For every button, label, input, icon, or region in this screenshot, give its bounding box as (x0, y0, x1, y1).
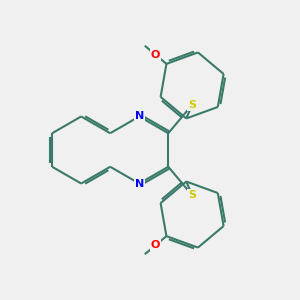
Text: O: O (151, 240, 160, 250)
Text: N: N (135, 178, 144, 188)
Text: O: O (151, 50, 160, 60)
Text: S: S (188, 100, 196, 110)
Text: N: N (135, 112, 144, 122)
Text: S: S (188, 190, 196, 200)
